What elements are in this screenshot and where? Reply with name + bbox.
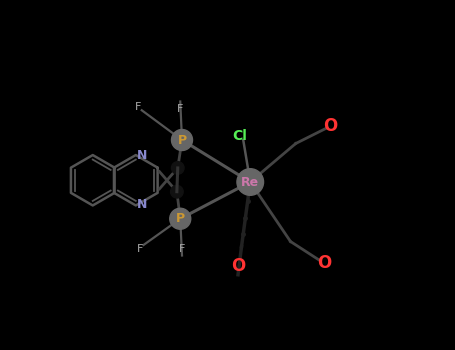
Circle shape [170, 208, 191, 229]
Text: F: F [179, 244, 185, 253]
Text: O: O [231, 257, 245, 275]
Circle shape [172, 130, 192, 150]
Text: F: F [135, 102, 142, 112]
Text: O: O [317, 253, 331, 272]
Text: Re: Re [241, 175, 259, 189]
Text: F: F [177, 104, 183, 113]
Circle shape [237, 169, 263, 195]
Text: N: N [137, 149, 147, 162]
Text: P: P [176, 212, 185, 225]
Circle shape [172, 162, 184, 174]
Text: P: P [177, 133, 187, 147]
Text: O: O [324, 117, 338, 135]
Text: N: N [137, 198, 147, 211]
Circle shape [171, 186, 183, 198]
Text: F: F [137, 244, 143, 253]
Text: Cl: Cl [233, 130, 247, 144]
